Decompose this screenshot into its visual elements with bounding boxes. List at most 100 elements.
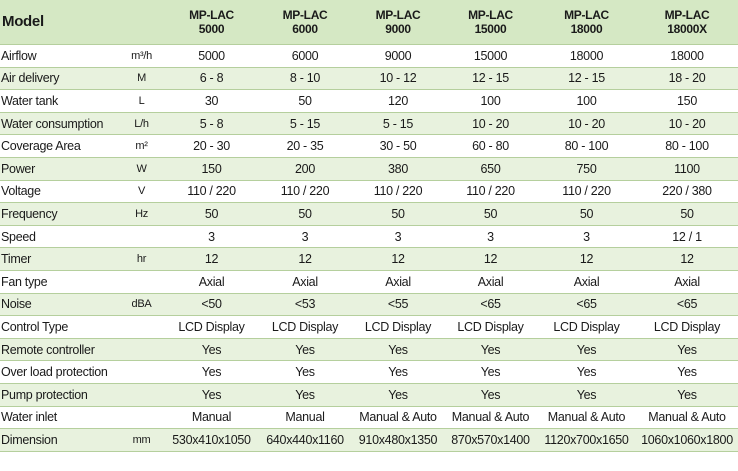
cell-value: 110 / 220 <box>258 180 352 204</box>
cell-value: Yes <box>352 383 444 407</box>
row-label: Fan type <box>0 270 118 294</box>
spec-row: Pump protection Yes Yes Yes Yes Yes Yes <box>0 383 738 407</box>
row-label: Over load protection <box>0 360 118 384</box>
cell-value: Axial <box>636 270 738 294</box>
spec-row: Airflow m³/h 5000 6000 9000 15000 18000 18000 <box>0 44 738 68</box>
cell-value: 9000 <box>352 44 444 68</box>
row-label: Pump protection <box>0 383 118 407</box>
cell-value: Yes <box>636 360 738 384</box>
cell-value: LCD Display <box>537 315 636 339</box>
model-series: MP-LAC <box>375 8 421 22</box>
cell-value: 6000 <box>258 44 352 68</box>
cell-value: 50 <box>444 202 537 226</box>
model-number: 5000 <box>198 22 225 36</box>
cell-value: 3 <box>444 225 537 249</box>
model-series: MP-LAC <box>282 8 328 22</box>
model-number: 18000X <box>667 22 707 36</box>
cell-value: 5 - 15 <box>258 112 352 136</box>
cell-value: 10 - 12 <box>352 67 444 91</box>
row-unit: m³/h <box>118 44 165 68</box>
cell-value: 12 <box>352 247 444 271</box>
row-label: Speed <box>0 225 118 249</box>
spec-row: Water inlet Manual Manual Manual & Auto Manu… <box>0 406 738 430</box>
header-unit <box>118 0 165 45</box>
cell-value: 110 / 220 <box>444 180 537 204</box>
cell-value: 220 / 380 <box>636 180 738 204</box>
cell-value: 380 <box>352 157 444 181</box>
cell-value: <55 <box>352 293 444 317</box>
row-label: Voltage <box>0 180 118 204</box>
header-label: Model <box>0 0 118 45</box>
model-number: 9000 <box>385 22 411 36</box>
row-label: Air delivery <box>0 67 118 91</box>
row-label: Airflow <box>0 44 118 68</box>
cell-value: 1120x700x1650 <box>537 428 636 452</box>
cell-value: 200 <box>258 157 352 181</box>
cell-value: 50 <box>537 202 636 226</box>
cell-value: Axial <box>444 270 537 294</box>
cell-value: <65 <box>636 293 738 317</box>
cell-value: Yes <box>165 338 258 362</box>
cell-value: LCD Display <box>352 315 444 339</box>
cell-value: Yes <box>258 360 352 384</box>
cell-value: 6 - 8 <box>165 67 258 91</box>
cell-value: 50 <box>165 202 258 226</box>
row-unit <box>118 383 165 407</box>
cell-value: Axial <box>352 270 444 294</box>
cell-value: 3 <box>352 225 444 249</box>
row-unit <box>118 360 165 384</box>
model-number: 15000 <box>474 22 507 36</box>
model-series: MP-LAC <box>564 8 609 22</box>
spec-row: Dimension mm 530x410x1050 640x440x1160 910x4… <box>0 428 738 452</box>
model-header: MP-LAC 18000X <box>636 0 738 45</box>
model-header: MP-LAC 15000 <box>444 0 537 45</box>
cell-value: Yes <box>258 338 352 362</box>
spec-row: Fan type Axial Axial Axial Axial Axial Axial <box>0 270 738 294</box>
spec-row: Frequency Hz 50 50 50 50 50 50 <box>0 202 738 226</box>
row-label: Timer <box>0 247 118 271</box>
cell-value: 3 <box>258 225 352 249</box>
cell-value: Manual & Auto <box>444 406 537 430</box>
spec-row: Noise dBA <50 <53 <55 <65 <65 <65 <box>0 293 738 317</box>
model-series: MP-LAC <box>468 8 513 22</box>
spec-row: Over load protection Yes Yes Yes Yes Yes Yes <box>0 360 738 384</box>
cell-value: 10 - 20 <box>636 112 738 136</box>
spec-table: Model MP-LAC 5000 MP-LAC 6000 MP-LAC 9000 MP-L… <box>0 0 738 452</box>
cell-value: 60 - 80 <box>444 134 537 158</box>
cell-value: LCD Display <box>444 315 537 339</box>
row-label: Remote controller <box>0 338 118 362</box>
spec-row: Power W 150 200 380 650 750 1100 <box>0 157 738 181</box>
row-label: Water consumption <box>0 112 118 136</box>
cell-value: 80 - 100 <box>537 134 636 158</box>
cell-value: 3 <box>165 225 258 249</box>
cell-value: Yes <box>165 383 258 407</box>
cell-value: 100 <box>537 89 636 113</box>
cell-value: 8 - 10 <box>258 67 352 91</box>
model-header: MP-LAC 6000 <box>258 0 352 45</box>
row-unit: hr <box>118 247 165 271</box>
cell-value: 870x570x1400 <box>444 428 537 452</box>
header-row: Model MP-LAC 5000 MP-LAC 6000 MP-LAC 9000 MP-L… <box>0 0 738 45</box>
cell-value: 30 - 50 <box>352 134 444 158</box>
row-label: Coverage Area <box>0 134 118 158</box>
cell-value: LCD Display <box>636 315 738 339</box>
cell-value: 1060x1060x1800 <box>636 428 738 452</box>
cell-value: 12 <box>165 247 258 271</box>
cell-value: Yes <box>537 360 636 384</box>
cell-value: Yes <box>636 338 738 362</box>
cell-value: 15000 <box>444 44 537 68</box>
row-label: Frequency <box>0 202 118 226</box>
cell-value: 150 <box>636 89 738 113</box>
row-label: Dimension <box>0 428 118 452</box>
cell-value: 50 <box>352 202 444 226</box>
cell-value: 18 - 20 <box>636 67 738 91</box>
row-unit: mm <box>118 428 165 452</box>
cell-value: 50 <box>258 89 352 113</box>
model-number: 6000 <box>292 22 318 36</box>
row-unit: dBA <box>118 293 165 317</box>
cell-value: Yes <box>636 383 738 407</box>
row-label: Noise <box>0 293 118 317</box>
cell-value: 120 <box>352 89 444 113</box>
